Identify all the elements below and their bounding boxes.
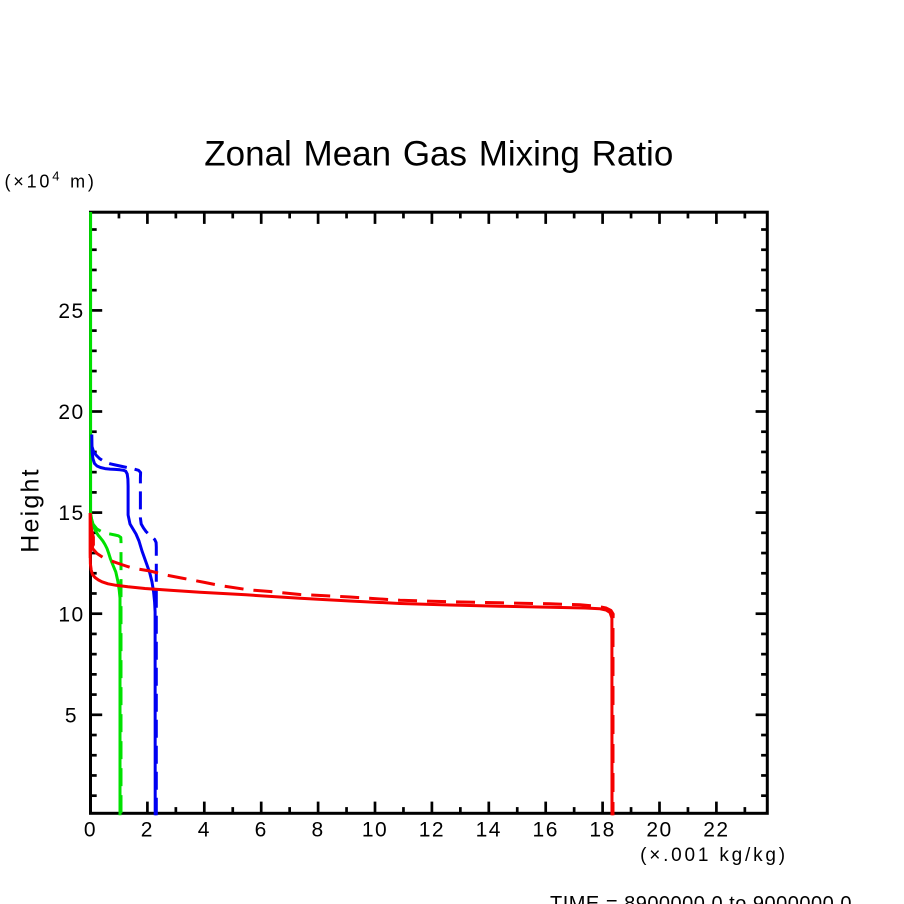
- svg-text:20: 20: [646, 819, 672, 842]
- svg-text:TIME = 8900000.0 to 9000000.0: TIME = 8900000.0 to 9000000.0: [550, 893, 852, 904]
- svg-text:2: 2: [141, 819, 154, 842]
- svg-text:8: 8: [312, 819, 325, 842]
- svg-text:6: 6: [255, 819, 268, 842]
- svg-text:0: 0: [84, 819, 97, 842]
- svg-text:20: 20: [58, 401, 84, 424]
- svg-text:Height: Height: [17, 467, 45, 552]
- svg-text:25: 25: [58, 300, 84, 323]
- svg-text:(×.001 kg/kg): (×.001 kg/kg): [640, 845, 788, 866]
- svg-text:15: 15: [58, 502, 84, 525]
- svg-text:14: 14: [476, 819, 502, 842]
- svg-text:(×104 m): (×104 m): [5, 169, 97, 192]
- svg-text:16: 16: [533, 819, 559, 842]
- svg-text:5: 5: [65, 704, 78, 727]
- svg-text:18: 18: [589, 819, 615, 842]
- svg-text:22: 22: [703, 819, 729, 842]
- svg-text:12: 12: [419, 819, 445, 842]
- svg-text:10: 10: [362, 819, 388, 842]
- svg-text:10: 10: [58, 603, 84, 626]
- svg-text:Zonal Mean Gas Mixing Ratio: Zonal Mean Gas Mixing Ratio: [204, 135, 673, 174]
- svg-text:4: 4: [198, 819, 211, 842]
